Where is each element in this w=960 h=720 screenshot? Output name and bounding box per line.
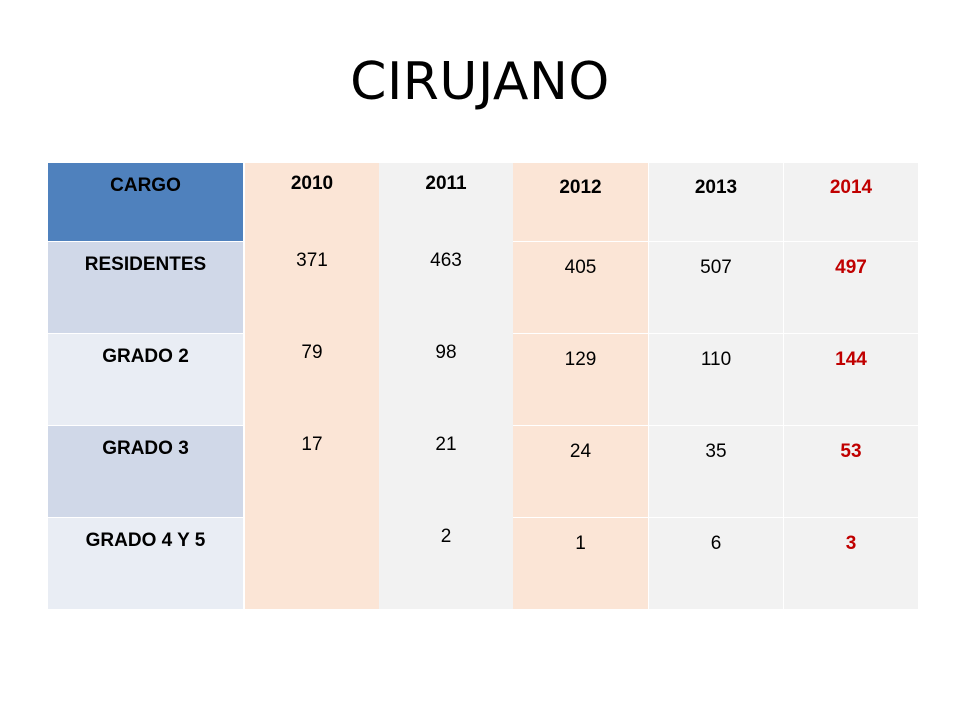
cell-2011: 98 — [435, 342, 457, 363]
cell-2013: 507 — [700, 257, 732, 278]
row-divider — [513, 517, 918, 518]
cell-2013: 110 — [700, 349, 732, 370]
cell-2014: 144 — [835, 349, 867, 370]
row-divider — [513, 333, 918, 334]
cargo-row-bg — [48, 333, 243, 425]
cell-2013: 6 — [710, 533, 722, 554]
row-label: GRADO 4 Y 5 — [85, 530, 206, 551]
col-2013-bg — [649, 163, 783, 609]
cell-2010: 17 — [301, 434, 323, 455]
cell-2014: 3 — [845, 533, 857, 554]
row-label: RESIDENTES — [84, 254, 207, 275]
cell-2012: 405 — [564, 257, 597, 278]
cell-2010: 79 — [301, 342, 323, 363]
cell-2010: 371 — [296, 250, 328, 271]
row-divider — [513, 241, 918, 242]
cargo-row-bg — [48, 241, 243, 333]
col-2012-bg — [513, 163, 648, 609]
header-2012: 2012 — [559, 177, 602, 198]
row-divider — [513, 425, 918, 426]
header-2011: 2011 — [425, 173, 467, 194]
row-divider — [48, 425, 243, 426]
row-divider — [48, 517, 243, 518]
slide-title: CIRUJANO — [350, 52, 610, 112]
header-2013: 2013 — [694, 177, 738, 198]
row-divider — [48, 333, 243, 334]
cell-2011: 463 — [430, 250, 462, 271]
row-divider — [48, 241, 243, 242]
cell-2012: 1 — [575, 533, 586, 554]
cell-2011: 2 — [440, 526, 452, 547]
cargo-row-bg — [48, 425, 243, 517]
cell-2013: 35 — [705, 441, 727, 462]
col-2011-bg — [379, 163, 513, 609]
row-label: GRADO 3 — [102, 438, 189, 459]
cargo-header-bg — [48, 163, 243, 241]
cell-2014: 53 — [840, 441, 862, 462]
cell-2011: 21 — [435, 434, 457, 455]
col-2014-bg — [784, 163, 918, 609]
header-2014: 2014 — [829, 177, 873, 198]
cell-2014: 497 — [835, 257, 867, 278]
header-cargo: CARGO — [110, 175, 181, 196]
cell-2012: 24 — [569, 441, 592, 462]
header-2010: 2010 — [290, 173, 334, 194]
cargo-row-bg — [48, 517, 243, 609]
cell-2012: 129 — [564, 349, 597, 370]
row-label: GRADO 2 — [102, 346, 189, 367]
col-2010-bg — [245, 163, 379, 609]
